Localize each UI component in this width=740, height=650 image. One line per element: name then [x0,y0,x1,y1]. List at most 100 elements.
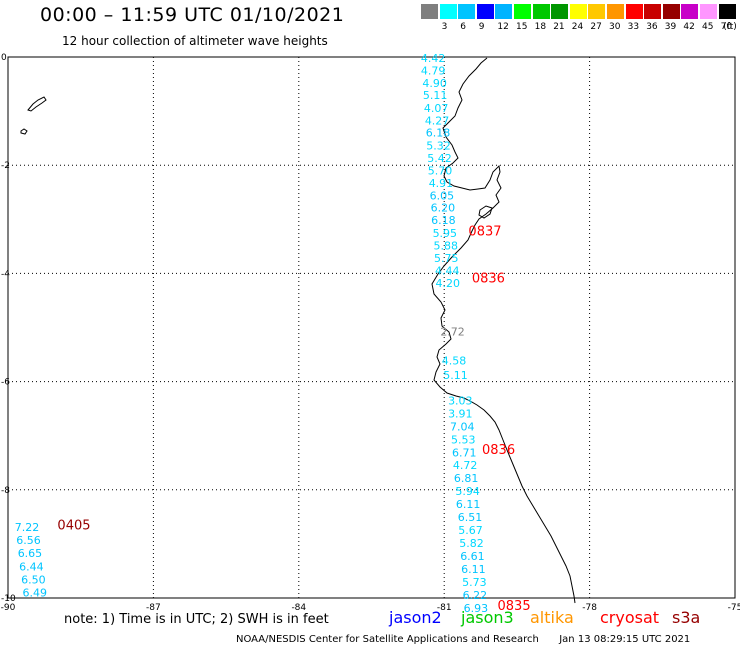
legend-label: 9 [478,22,485,32]
legend-swatch [569,4,587,19]
lon-tick-label: -84 [291,603,306,613]
note-text: note: 1) Time is in UTC; 2) SWH is in fe… [64,612,329,627]
wave-height-value: 6.20 [431,202,456,215]
legend-label: 39 [664,22,677,32]
pass-time-label: 0836 [482,443,515,458]
legend-swatch [625,4,643,19]
legend-label: 3 [441,22,448,32]
wave-height-value: 6.18 [431,214,456,227]
wave-height-value: 6.11 [461,563,486,576]
wave-height-value: 6.71 [452,446,477,459]
galapagos-island-isabela [27,96,47,112]
wave-height-value: 2.72 [440,326,465,339]
legend-swatch [644,4,662,19]
wave-height-value: 4.20 [435,277,460,290]
legend-label: 33 [627,22,640,32]
legend-swatch [681,4,699,19]
wave-height-value: 5.73 [462,576,487,589]
footer-credit: NOAA/NESDIS Center for Satellite Applica… [236,634,539,645]
wave-height-value: 3.03 [448,394,473,407]
pass-times: 0837 0836 0836 0835 0405 [57,225,530,614]
lat-tick-label: -10 [1,594,16,604]
legend-label: 24 [571,22,584,32]
legend-swatch [421,4,438,19]
lon-tick-label: -78 [582,603,597,613]
wave-height-value: 6.05 [430,189,455,202]
lon-tick-label: -87 [146,603,161,613]
wave-height-value: 5.88 [434,240,459,253]
wave-height-value: 4.27 [425,115,450,128]
footer-timestamp: Jan 13 08:29:15 UTC 2021 [559,634,691,645]
legend-swatch [458,4,476,19]
wave-height-value: 7.22 [15,521,39,534]
wave-height-value: 6.56 [16,534,41,547]
legend-swatch [662,4,680,19]
legend-label: 42 [683,22,695,32]
legend-label: 45 [702,22,714,32]
satellite-name: jason2 [389,608,442,627]
wave-height-value: 6.22 [463,589,488,602]
wave-height-value: 5.70 [428,164,453,177]
legend-swatch [439,4,457,19]
wave-height-value: 4.72 [453,459,478,472]
wave-height-value: 6.61 [460,550,485,563]
pass-time-label: 0837 [468,225,501,240]
wave-height-value: 6.18 [426,127,451,140]
wave-height-value: 5.94 [455,485,480,498]
legend-label: 6 [460,22,466,32]
wave-height-value: 5.11 [443,369,468,382]
lat-lon-grid [7,56,736,599]
color-legend: 3 6 9 12 15 18 21 24 27 30 33 36 39 42 45 70 (ft) [421,4,738,36]
wave-height-value: 5.53 [451,433,476,446]
lon-tick-label: -90 [1,603,16,613]
wave-height-value: 4.90 [422,77,447,90]
satellite-name: cryosat [600,608,660,627]
legend-unit: (ft) [723,22,737,32]
puna-island [478,205,493,219]
legend-swatch [476,4,494,19]
satellite-name: s3a [672,608,701,627]
wave-height-observations: 4.424.794.905.114.074.276.185.325.425.70… [15,52,488,615]
map-frame [7,56,736,599]
wave-height-value: 5.67 [458,524,483,537]
legend-swatch [514,4,531,19]
south-america-coastline [431,57,576,604]
wave-height-value: 6.51 [458,511,483,524]
wave-height-value: 6.44 [19,560,43,573]
lat-tick-label: -2 [1,161,10,171]
wave-height-value: 7.04 [450,420,475,433]
wave-height-value: 5.11 [423,89,448,102]
lat-tick-label: -6 [1,378,10,388]
wave-height-value: 3.91 [448,407,473,420]
lat-tick-label: 0 [1,53,7,63]
legend-label: 36 [646,22,658,32]
wave-height-value: 4.58 [442,354,467,367]
legend-label: 15 [516,22,528,32]
legend-swatch [607,4,624,19]
legend-swatch [532,4,550,19]
wave-height-value: 5.32 [426,140,451,153]
legend-swatch [588,4,606,19]
legend-label: 30 [609,22,621,32]
wave-height-value: 6.11 [456,498,481,511]
legend-label: 12 [497,22,509,32]
pass-time-label: 0405 [57,518,90,533]
pass-time-label: 0835 [498,599,531,614]
wave-height-value: 6.65 [18,547,43,560]
wave-height-value: 4.91 [429,177,454,190]
axis-labels: -90 -87 -84 -81 -78 -75 0 -2 -4 -6 -8 -10 [1,53,740,613]
wave-height-value: 4.79 [421,64,446,77]
galapagos-island-small [20,128,28,135]
wave-height-value: 5.82 [459,537,484,550]
wave-height-value: 4.42 [421,52,446,65]
wave-height-value: 6.49 [23,586,48,599]
pass-time-label: 0836 [472,272,505,287]
wave-height-value: 5.95 [433,227,458,240]
wave-height-value: 5.75 [434,252,459,265]
satellite-name: jason3 [461,608,514,627]
footer: NOAA/NESDIS Center for Satellite Applica… [236,634,690,645]
wave-height-value: 6.50 [21,573,45,586]
legend-swatch [700,4,717,19]
legend-swatch [718,4,736,19]
